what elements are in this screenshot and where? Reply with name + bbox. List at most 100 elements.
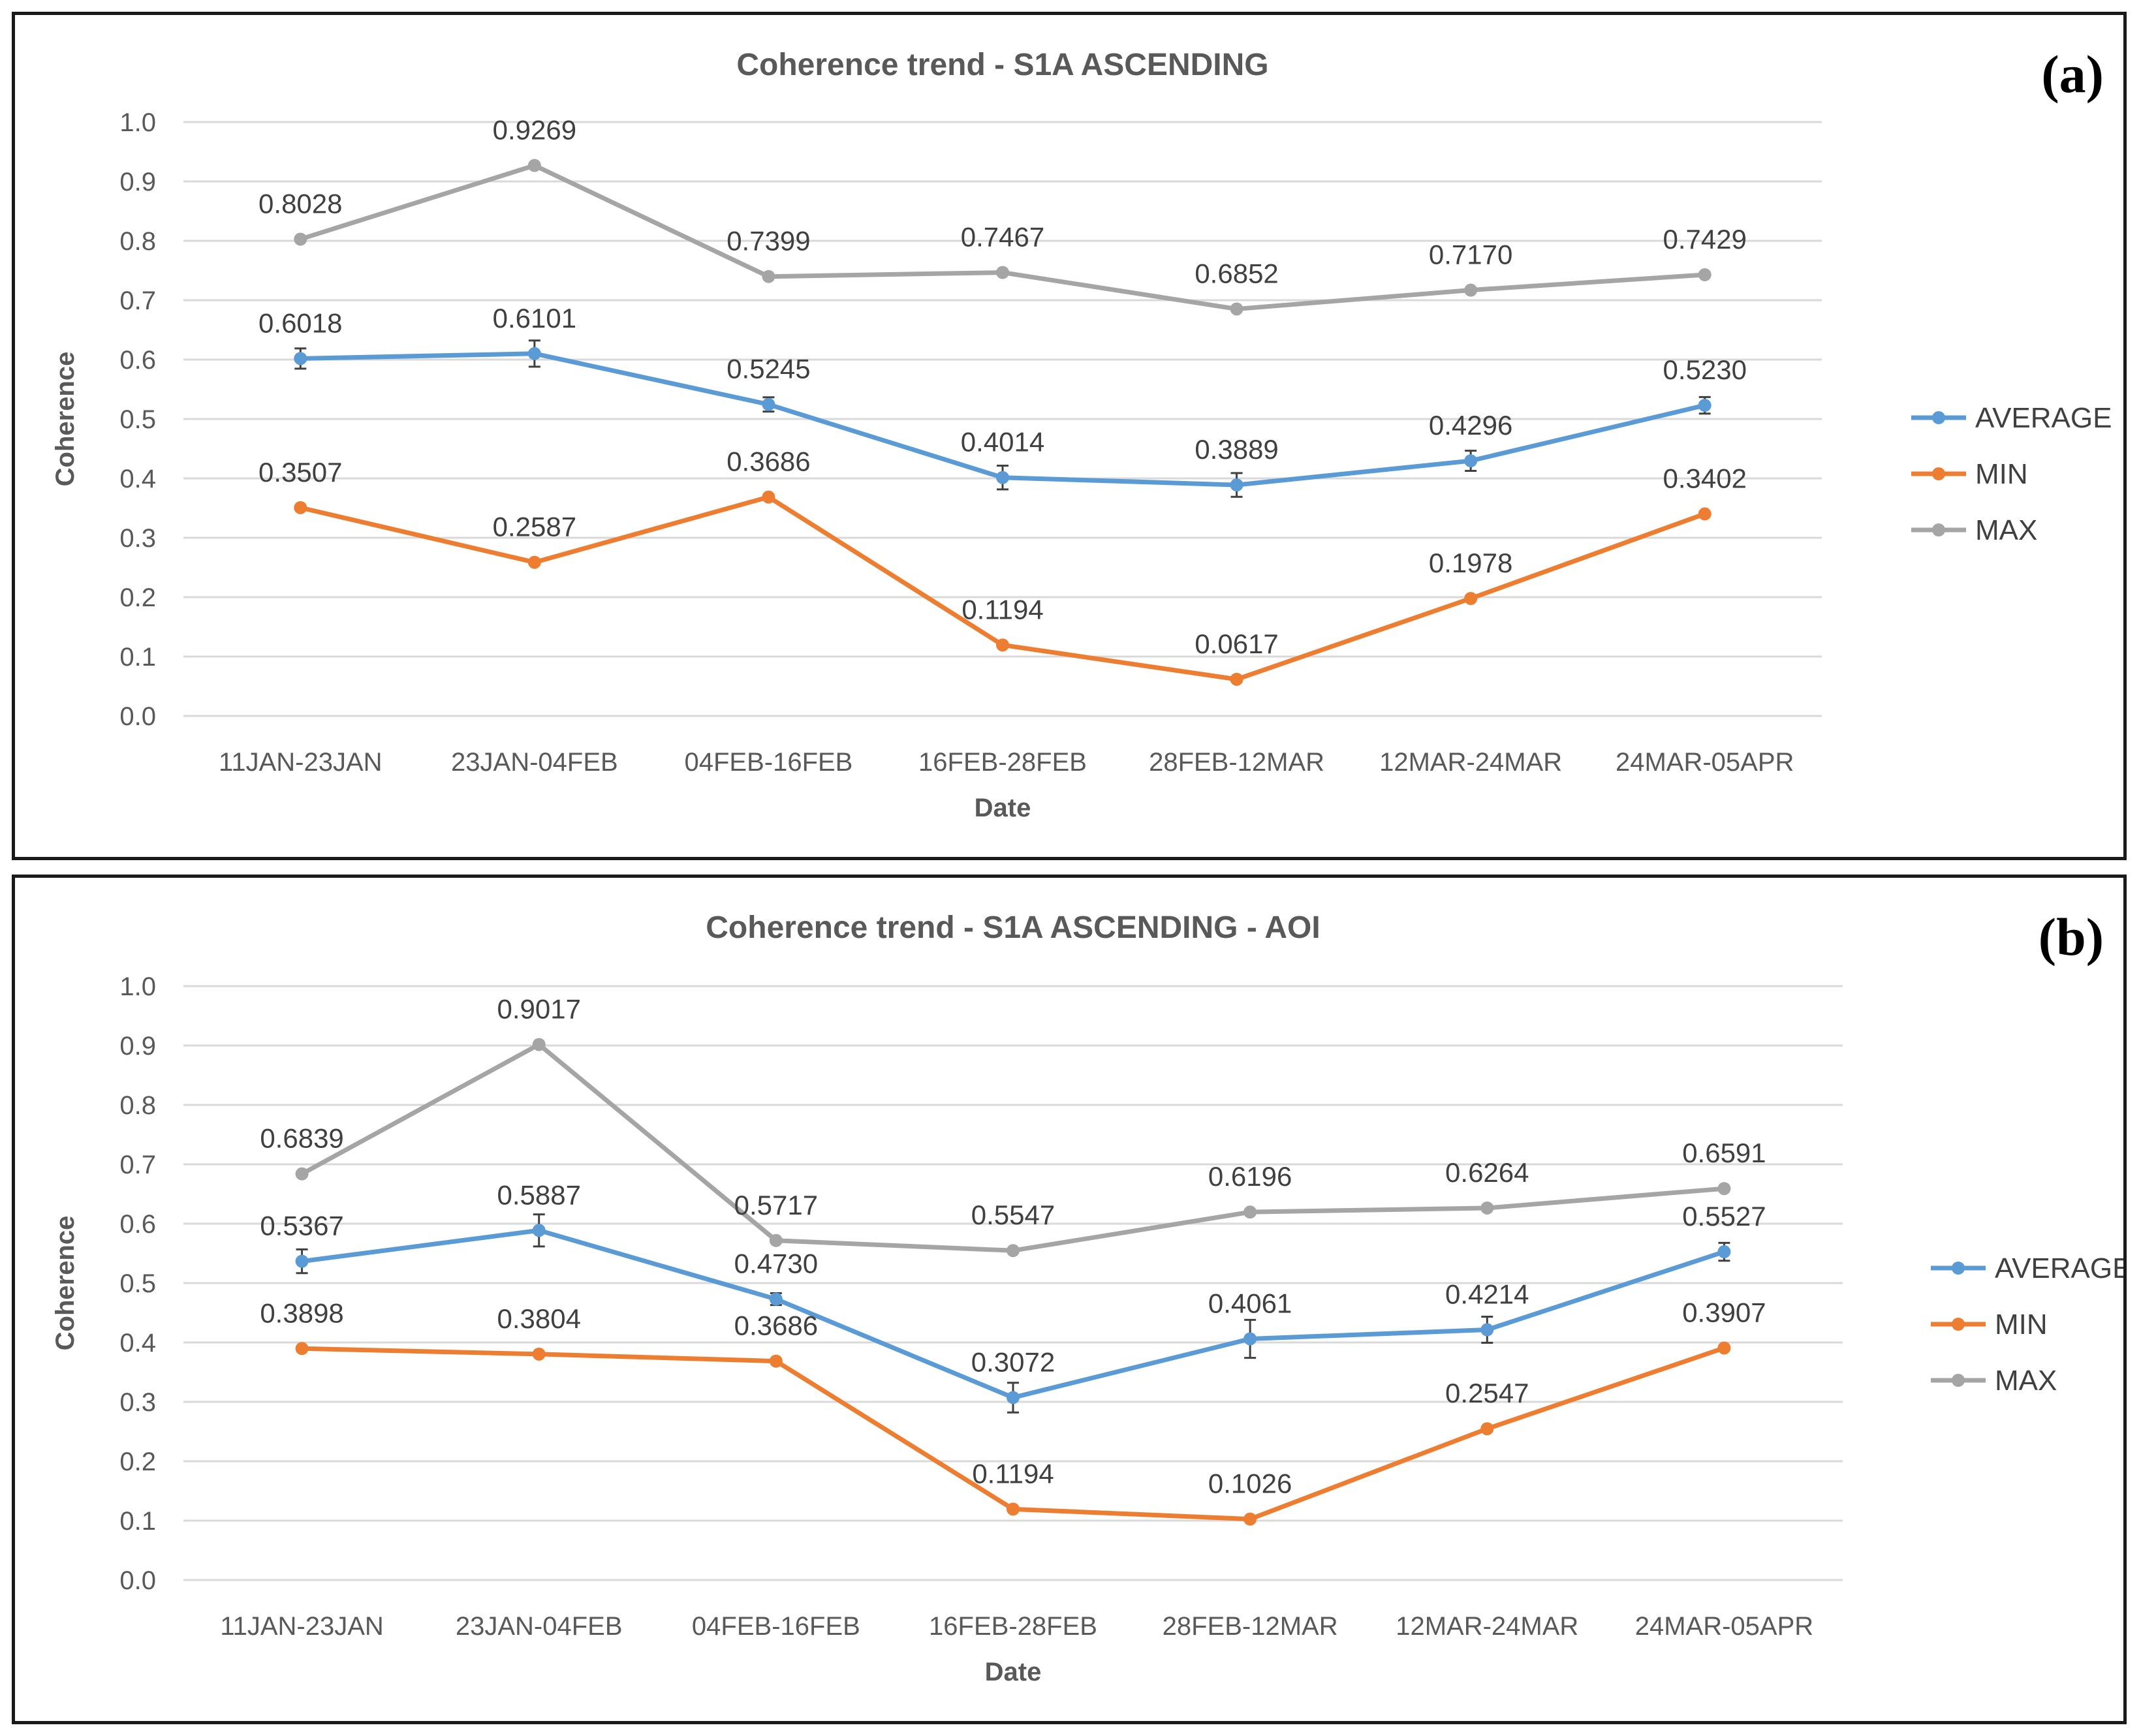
legend-swatch-marker <box>1952 1262 1965 1275</box>
legend-swatch-marker <box>1952 1318 1965 1331</box>
data-label-min: 0.3686 <box>734 1310 818 1341</box>
x-axis-title: Date <box>975 794 1031 822</box>
data-point-average <box>294 352 307 365</box>
data-label-max: 0.6196 <box>1208 1161 1292 1192</box>
chart-title: Coherence trend - S1A ASCENDING - AOI <box>706 910 1320 945</box>
data-point-min <box>1464 592 1478 606</box>
y-tick-label: 0.2 <box>119 583 156 612</box>
data-point-min <box>1230 672 1243 686</box>
data-label-min: 0.3898 <box>260 1297 343 1328</box>
data-point-average <box>769 1292 783 1306</box>
data-label-average: 0.5245 <box>727 354 810 384</box>
data-label-average: 0.6101 <box>493 303 576 333</box>
data-point-min <box>996 638 1009 652</box>
y-tick-label: 0.8 <box>119 1091 156 1120</box>
data-point-min <box>294 501 307 514</box>
y-tick-label: 0.4 <box>119 465 156 493</box>
data-point-min <box>527 555 541 569</box>
panel-label-a: (a) <box>2041 44 2104 104</box>
data-label-average: 0.4214 <box>1445 1279 1529 1310</box>
legend-swatch-marker <box>1932 467 1945 480</box>
legend-swatch-marker <box>1932 411 1945 424</box>
data-point-average <box>1230 478 1243 492</box>
data-label-min: 0.1194 <box>961 594 1043 625</box>
data-point-min <box>769 1354 783 1368</box>
x-tick-label: 12MAR-24MAR <box>1379 748 1562 777</box>
data-label-average: 0.6018 <box>258 307 342 338</box>
data-point-max <box>1698 268 1711 281</box>
data-label-min: 0.2587 <box>493 512 576 542</box>
legend-label: MAX <box>1975 514 2037 546</box>
data-point-max <box>1230 302 1243 316</box>
y-tick-label: 0.5 <box>119 1269 156 1298</box>
y-tick-label: 0.9 <box>119 168 156 196</box>
x-tick-label: 23JAN-04FEB <box>451 748 618 777</box>
x-tick-label: 12MAR-24MAR <box>1396 1612 1578 1641</box>
data-point-max <box>996 266 1009 279</box>
data-label-min: 0.3402 <box>1663 463 1746 493</box>
y-tick-label: 0.2 <box>119 1448 156 1476</box>
x-tick-label: 24MAR-05APR <box>1616 748 1794 777</box>
data-point-min <box>1480 1422 1494 1436</box>
data-point-min <box>1717 1341 1731 1355</box>
data-label-average: 0.5527 <box>1682 1201 1766 1232</box>
legend-item-min: MIN <box>1911 458 2028 490</box>
chart-panel-b: (b) Coherence trend - S1A ASCENDING - AO… <box>12 875 2127 1724</box>
data-label-min: 0.3686 <box>727 446 810 477</box>
y-tick-label: 0.7 <box>119 1151 156 1179</box>
y-tick-label: 0.6 <box>119 346 156 375</box>
data-label-min: 0.3907 <box>1682 1297 1766 1327</box>
y-tick-label: 1.0 <box>119 108 156 137</box>
x-tick-label: 16FEB-28FEB <box>918 748 1087 777</box>
data-point-average <box>996 471 1009 484</box>
data-point-max <box>532 1038 546 1051</box>
data-point-max <box>295 1167 309 1181</box>
data-point-max <box>1007 1244 1020 1258</box>
data-point-average <box>295 1254 309 1268</box>
data-label-average: 0.4061 <box>1208 1288 1292 1318</box>
y-tick-label: 0.1 <box>119 643 156 672</box>
data-label-average: 0.3889 <box>1195 434 1278 465</box>
data-point-average <box>1717 1245 1731 1259</box>
y-axis-title: Coherence <box>51 1216 80 1351</box>
legend-label: MIN <box>1975 458 2028 490</box>
panel-label-b: (b) <box>2038 907 2104 967</box>
data-label-max: 0.7170 <box>1429 240 1512 270</box>
data-point-average <box>1464 454 1478 468</box>
y-tick-label: 0.8 <box>119 227 156 256</box>
legend-swatch-marker <box>1952 1374 1965 1387</box>
legend-item-min: MIN <box>1931 1309 2048 1341</box>
x-axis-title: Date <box>985 1658 1042 1686</box>
data-label-min: 0.1194 <box>972 1458 1054 1489</box>
chart-b-svg: Coherence trend - S1A ASCENDING - AOI 0.0… <box>51 910 2123 1686</box>
data-label-average: 0.3072 <box>971 1346 1055 1377</box>
data-label-min: 0.1978 <box>1429 548 1512 578</box>
y-tick-label: 1.0 <box>119 972 156 1001</box>
data-label-max: 0.6264 <box>1445 1157 1529 1188</box>
data-point-min <box>1243 1512 1257 1526</box>
data-label-max: 0.7399 <box>727 226 810 256</box>
data-point-min <box>1007 1502 1020 1516</box>
data-point-max <box>1243 1205 1257 1219</box>
data-point-average <box>1698 399 1711 412</box>
data-label-max: 0.9017 <box>497 993 580 1024</box>
legend-label: MIN <box>1995 1309 2048 1341</box>
x-tick-label: 11JAN-23JAN <box>219 748 382 777</box>
data-point-max <box>1464 283 1478 297</box>
data-point-min <box>762 490 775 504</box>
data-point-max <box>527 159 541 172</box>
data-point-average <box>1480 1323 1494 1337</box>
data-point-average <box>1007 1391 1020 1404</box>
data-label-max: 0.5717 <box>734 1190 818 1220</box>
data-label-max: 0.6839 <box>260 1123 343 1154</box>
x-tick-label: 23JAN-04FEB <box>456 1612 623 1641</box>
legend-label: MAX <box>1995 1365 2057 1397</box>
y-tick-label: 0.7 <box>119 287 156 315</box>
chart-panel-a: (a) Coherence trend - S1A ASCENDING 0.0 0.… <box>12 12 2127 860</box>
data-label-average: 0.5367 <box>260 1211 343 1241</box>
chart-a-svg: Coherence trend - S1A ASCENDING 0.0 0.1 0.2… <box>51 48 2112 822</box>
data-label-min: 0.3804 <box>497 1303 580 1334</box>
data-point-min <box>532 1347 546 1361</box>
x-tick-label: 11JAN-23JAN <box>220 1612 383 1641</box>
data-point-max <box>294 232 307 246</box>
